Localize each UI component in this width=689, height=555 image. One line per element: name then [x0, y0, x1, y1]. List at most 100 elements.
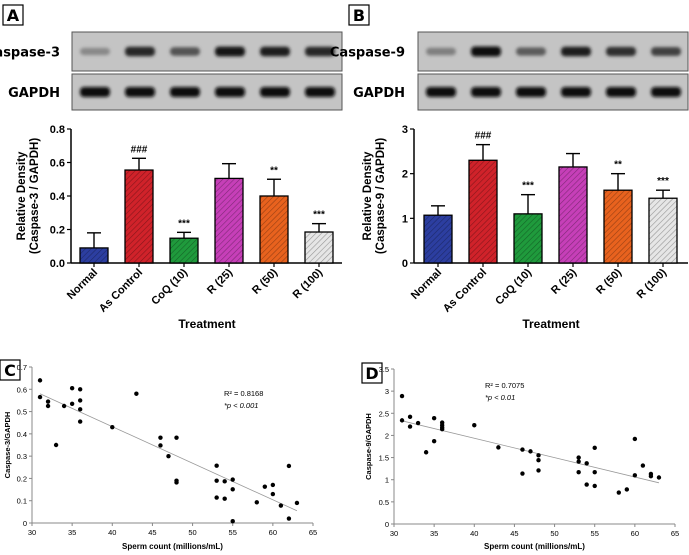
- bar: [603, 189, 633, 264]
- data-point: [576, 459, 581, 464]
- y-tick-label: 3: [385, 387, 389, 396]
- data-point: [592, 483, 597, 489]
- data-point: [270, 482, 276, 488]
- x-tick-label: 65: [309, 528, 317, 537]
- panel-label-C: C: [0, 359, 21, 381]
- data-point: [648, 473, 654, 479]
- y-axis-title: (Caspase-9 / GAPDH): [375, 138, 387, 254]
- bar: [259, 195, 289, 264]
- x-tick-label: As Control: [97, 267, 145, 315]
- bar: [124, 169, 154, 264]
- significance-label: ***: [657, 176, 669, 187]
- blot-membrane: [417, 31, 689, 72]
- data-point: [528, 449, 533, 454]
- y-tick-label: 0.5: [379, 498, 389, 507]
- data-point: [536, 458, 541, 463]
- data-point: [77, 387, 83, 392]
- data-point: [624, 487, 630, 492]
- blot-label: Caspase-3: [0, 46, 60, 61]
- bar: [214, 177, 244, 264]
- y-tick-label: 0.1: [17, 497, 27, 506]
- panel-label-box: [2, 4, 24, 26]
- data-point: [439, 427, 445, 432]
- blot-band: [606, 87, 636, 97]
- data-point: [53, 442, 59, 448]
- blot-band: [561, 46, 591, 57]
- data-point: [632, 436, 638, 442]
- bar: [79, 247, 109, 264]
- scatter-plot-D: 0 0.5 1 1.5 2 2.5 3 3.5 30 35 40 45 50 55 60 65 Sperm co…: [364, 365, 679, 551]
- significance-label: ***: [313, 210, 325, 221]
- y-axis-title: Relative Density: [16, 151, 28, 240]
- p-value-label: *p < 0.001: [224, 401, 258, 410]
- blot-band: [260, 46, 290, 57]
- panel-label-text: A: [7, 6, 20, 25]
- western-blot-A: Caspase-3 GAPDH: [0, 31, 343, 111]
- data-point: [214, 478, 219, 483]
- data-point: [584, 461, 589, 466]
- significance-label: ***: [178, 218, 190, 229]
- y-tick-label: 0.8: [50, 124, 65, 136]
- blot-label: Caspase-9: [330, 46, 405, 61]
- blot-band: [561, 87, 591, 97]
- data-point: [174, 480, 179, 485]
- blot-membrane: [71, 31, 343, 72]
- data-point: [520, 447, 525, 452]
- y-tick-label: 2.5: [379, 409, 389, 418]
- data-point: [77, 398, 83, 403]
- data-point: [230, 477, 235, 482]
- y-tick-label: 0.0: [50, 258, 65, 270]
- data-point: [616, 490, 621, 495]
- trendline: [39, 393, 298, 512]
- data-point: [294, 500, 300, 506]
- x-tick-label: 60: [631, 529, 639, 538]
- significance-label: ###: [131, 144, 148, 155]
- y-axis-title: Caspase-3/GAPDH: [3, 412, 12, 479]
- blot-band: [305, 46, 335, 57]
- panel-label-A: A: [2, 4, 24, 26]
- data-point: [536, 453, 541, 458]
- y-tick-label: 3.5: [379, 365, 389, 374]
- data-point: [399, 393, 405, 399]
- blot-band: [651, 47, 681, 56]
- blot-band: [170, 47, 200, 56]
- x-tick-label: R (50): [594, 266, 624, 296]
- x-tick-label: R (25): [549, 266, 579, 296]
- scatter-plot-C: 0 0.1 0.2 0.3 0.4 0.5 0.6 0.7 30 35 40 45 50 55 60 65 Sp…: [3, 363, 317, 551]
- y-tick-label: 0.4: [50, 191, 66, 203]
- significance-label: **: [270, 165, 278, 176]
- y-axis-title: Caspase-9/GAPDH: [364, 413, 373, 480]
- blot-band: [215, 87, 245, 97]
- data-point: [592, 469, 597, 475]
- x-tick-label: 50: [550, 529, 558, 538]
- data-point: [254, 500, 259, 505]
- data-point: [270, 491, 276, 497]
- blot-band: [260, 87, 290, 97]
- blot-band: [80, 47, 110, 56]
- x-tick-label: R (100): [635, 266, 670, 301]
- blot-band: [426, 47, 456, 56]
- data-point: [592, 445, 597, 451]
- x-tick-label: Normal: [409, 267, 444, 302]
- y-axis-title: (Caspase-3 / GAPDH): [29, 138, 41, 254]
- data-point: [423, 450, 429, 455]
- y-axis-title: Relative Density: [362, 151, 374, 240]
- y-tick-label: 1.5: [379, 454, 389, 463]
- significance-label: ###: [475, 131, 492, 142]
- panel-label-D: D: [361, 362, 383, 384]
- data-point: [656, 475, 662, 480]
- western-blot-B: Caspase-9 GAPDH: [330, 31, 689, 111]
- blot-band: [471, 87, 501, 97]
- data-point: [45, 399, 51, 404]
- data-point: [496, 445, 501, 450]
- blot-membrane: [417, 73, 689, 111]
- y-tick-label: 0.6: [50, 158, 65, 170]
- y-tick-label: 0: [385, 520, 389, 529]
- blot-row-control: GAPDH: [353, 73, 689, 111]
- panel-label-text: C: [4, 361, 16, 380]
- data-point: [584, 482, 589, 487]
- panel-label-box: [361, 362, 383, 384]
- blot-band: [170, 87, 200, 97]
- x-tick-label: 40: [108, 528, 116, 537]
- data-point: [576, 469, 581, 475]
